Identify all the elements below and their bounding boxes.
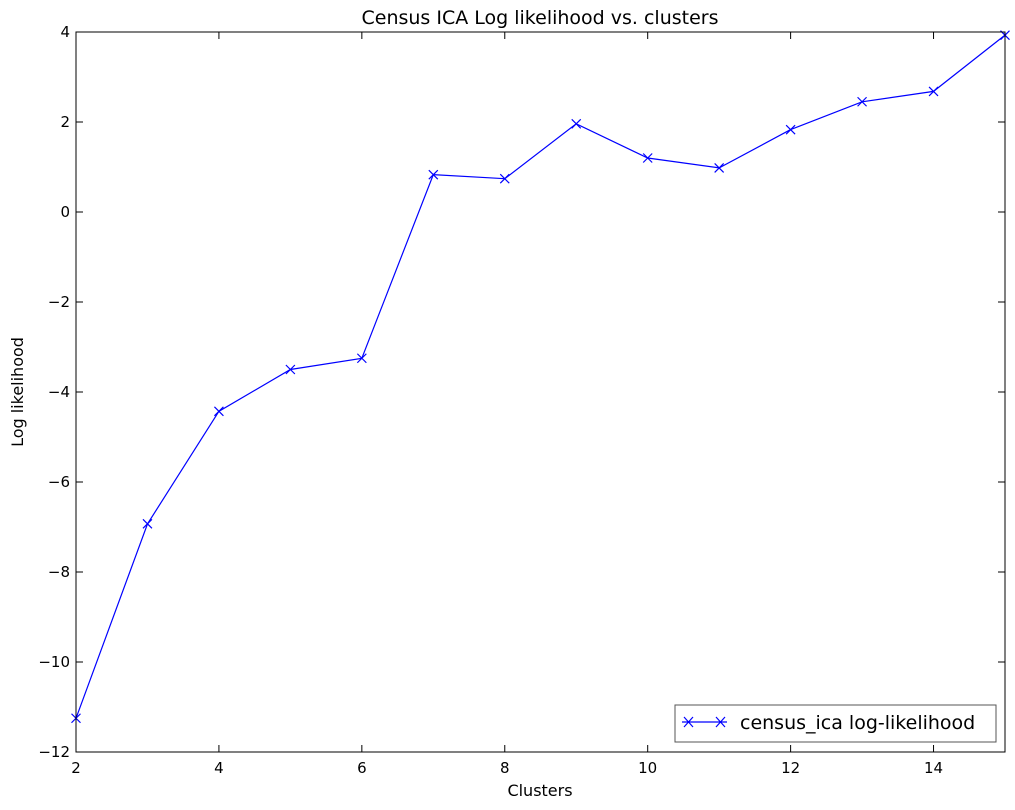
data-point (928, 86, 939, 97)
data-point (428, 169, 439, 180)
legend-marker-right (715, 716, 726, 728)
x-tick-label: 10 (638, 759, 657, 777)
legend-box (674, 704, 997, 743)
data-point (857, 96, 868, 107)
x-tick-label: 8 (500, 759, 510, 777)
x-axis-label: Clusters (507, 781, 572, 800)
data-point (642, 153, 653, 163)
data-point (285, 364, 296, 375)
data-point (785, 124, 796, 135)
data-point (142, 518, 153, 529)
y-tick-label: −4 (48, 383, 70, 401)
axes-frame (75, 31, 1006, 753)
y-tick-label: 0 (60, 203, 70, 221)
y-tick-label: −8 (48, 563, 70, 581)
x-tick-label: 4 (214, 759, 224, 777)
data-point (213, 406, 224, 417)
x-tick-label: 14 (924, 759, 943, 777)
legend: census_ica log-likelihood (674, 704, 997, 743)
data-point (571, 118, 582, 129)
chart-title: Census ICA Log likelihood vs. clusters (361, 7, 718, 29)
y-tick-label: −2 (48, 293, 70, 311)
y-tick-label: −10 (38, 653, 70, 671)
y-tick-label: −12 (38, 743, 70, 761)
data-point (356, 353, 367, 364)
x-tick-label: 2 (71, 759, 81, 777)
x-tick-label: 6 (357, 759, 367, 777)
series-line (75, 34, 1006, 719)
data-point (499, 173, 510, 184)
data-point (714, 162, 725, 173)
y-tick-label: 2 (60, 113, 70, 131)
plot-area: 2 4 6 8 10 12 14 −12 −10 −8 −6 −4 −2 0 2 4 (38, 23, 1010, 777)
legend-marker-left (683, 716, 694, 728)
y-axis-label: Log likelihood (8, 337, 27, 447)
legend-label: census_ica log-likelihood (740, 712, 975, 734)
y-tick-label: −6 (48, 473, 70, 491)
x-tick-label: 12 (781, 759, 800, 777)
y-tick-label: 4 (60, 23, 70, 41)
